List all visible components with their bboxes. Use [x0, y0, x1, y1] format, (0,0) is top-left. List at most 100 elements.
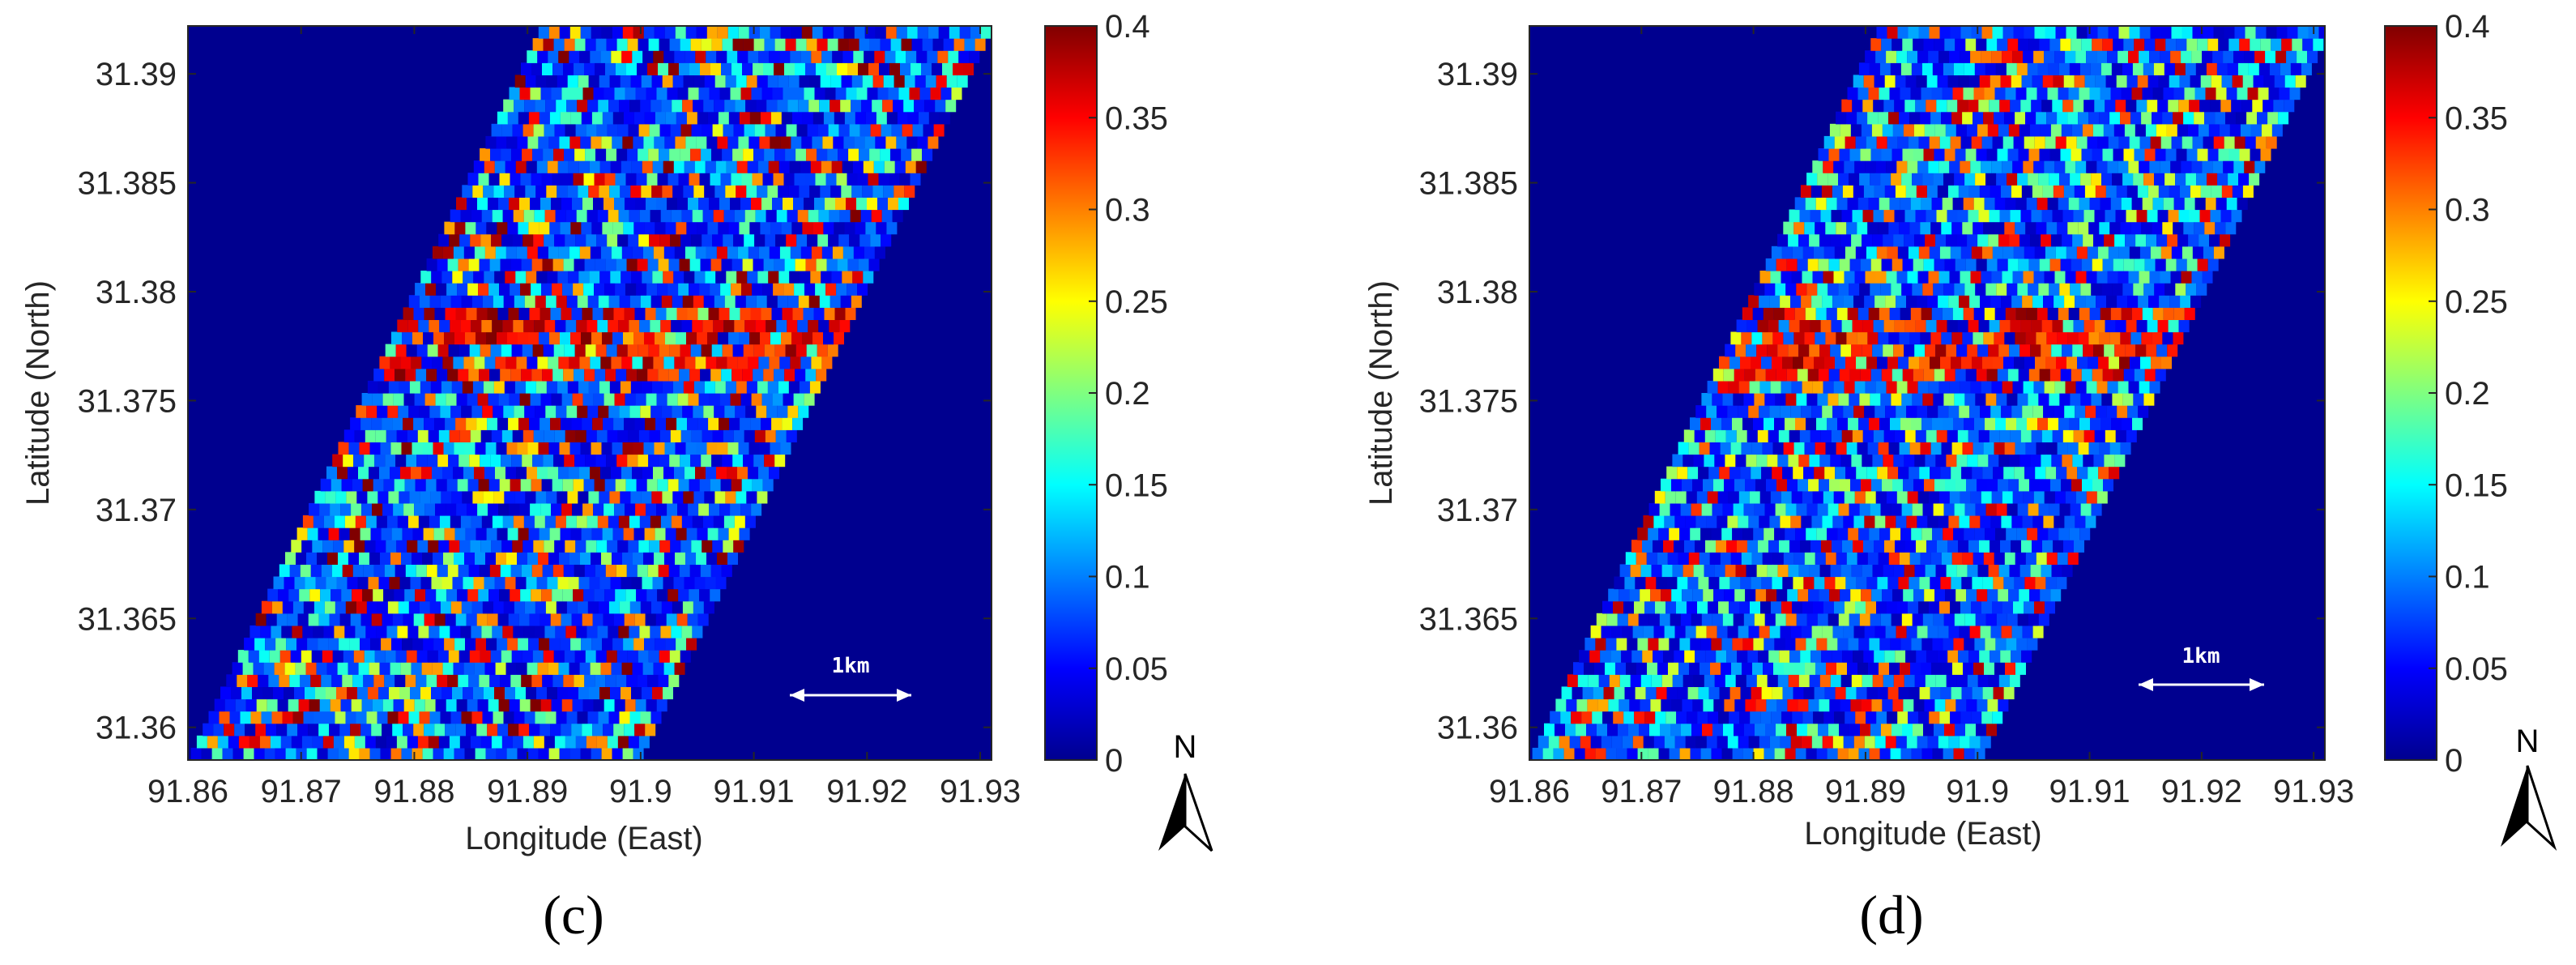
heatmap-cell: [637, 674, 648, 687]
heatmap-cell: [1889, 87, 1900, 100]
heatmap-cell: [527, 552, 538, 565]
heatmap-cell: [565, 735, 576, 749]
heatmap-cell: [492, 209, 503, 223]
heatmap-cell: [547, 686, 557, 700]
heatmap-cell: [2024, 600, 2034, 614]
heatmap-cell: [762, 283, 774, 296]
heatmap-cell: [1664, 515, 1675, 528]
heatmap-cell: [625, 173, 637, 186]
heatmap-cell: [577, 295, 588, 308]
heatmap-cell: [2045, 576, 2057, 590]
heatmap-cell: [710, 368, 722, 382]
heatmap-cell: [569, 135, 581, 149]
heatmap-cell: [561, 307, 572, 320]
heatmap-cell: [639, 319, 650, 333]
heatmap-cell: [1891, 283, 1902, 296]
heatmap-cell: [563, 564, 574, 578]
heatmap-cell: [569, 662, 580, 675]
heatmap-cell: [1713, 478, 1724, 492]
heatmap-cell: [527, 246, 538, 259]
heatmap-cell: [1917, 160, 1929, 173]
heatmap-cell: [1916, 540, 1926, 553]
scale-bar-label-c: 1km: [832, 654, 870, 678]
heatmap-cell: [1978, 429, 1990, 442]
y-tick-label: 31.365: [78, 601, 177, 637]
heatmap-cell: [539, 527, 550, 540]
heatmap-cell: [1850, 588, 1862, 602]
heatmap-cell: [798, 99, 809, 113]
heatmap-cell: [565, 429, 576, 442]
heatmap-cell: [613, 417, 625, 430]
heatmap-cell: [1971, 711, 1982, 724]
heatmap-cell: [339, 527, 350, 540]
heatmap-cell: [2059, 393, 2071, 406]
heatmap-cell: [658, 674, 669, 687]
heatmap-cell: [859, 38, 870, 51]
heatmap-cell: [2166, 123, 2177, 137]
heatmap-cell: [477, 197, 488, 211]
heatmap-cell: [510, 588, 521, 602]
heatmap-cell: [365, 429, 376, 442]
heatmap-cell: [852, 160, 864, 173]
heatmap-cell: [731, 283, 742, 296]
x-tick-label: 91.9: [609, 774, 672, 809]
heatmap-cell: [441, 576, 453, 590]
heatmap-cell: [727, 466, 737, 480]
heatmap-cell: [650, 515, 661, 528]
heatmap-cell: [1798, 564, 1810, 578]
heatmap-cell: [2032, 185, 2043, 198]
heatmap-cell: [734, 319, 745, 333]
heatmap-cell: [589, 271, 600, 284]
heatmap-cell: [1700, 638, 1712, 651]
heatmap-cell: [324, 600, 335, 614]
heatmap-cell: [778, 380, 789, 394]
heatmap-cell: [1942, 197, 1953, 211]
heatmap-cell: [407, 429, 418, 442]
heatmap-cell: [476, 417, 488, 430]
heatmap-cell: [2094, 209, 2105, 223]
heatmap-cell: [245, 698, 257, 712]
heatmap-cell: [1900, 197, 1911, 211]
heatmap-cell: [649, 540, 660, 553]
heatmap-cell: [456, 197, 467, 211]
heatmap-cell: [331, 674, 343, 687]
heatmap-cell: [1772, 552, 1784, 565]
heatmap-cell: [888, 87, 899, 100]
heatmap-cell: [584, 368, 595, 382]
heatmap-cell: [1730, 552, 1742, 565]
heatmap-cell: [1938, 515, 1949, 528]
heatmap-cell: [2219, 123, 2230, 137]
heatmap-cell: [2065, 380, 2076, 394]
heatmap-cell: [1744, 368, 1755, 382]
heatmap-cell: [471, 209, 482, 223]
heatmap-cell: [696, 135, 707, 149]
heatmap-cell: [1986, 368, 1998, 382]
heatmap-cell: [731, 62, 742, 75]
heatmap-cell: [1907, 271, 1918, 284]
heatmap-cell: [1827, 638, 1838, 651]
heatmap-cell: [719, 197, 730, 211]
heatmap-cell: [530, 87, 541, 100]
heatmap-cell: [2017, 173, 2028, 186]
heatmap-cell: [528, 331, 539, 345]
heatmap-cell: [2086, 380, 2097, 394]
heatmap-cell: [630, 380, 642, 394]
heatmap-cell: [424, 613, 435, 626]
heatmap-cell: [544, 319, 556, 333]
heatmap-cell: [1931, 87, 1943, 100]
heatmap-cell: [490, 344, 501, 357]
heatmap-cell: [1809, 344, 1820, 357]
heatmap-cell: [790, 356, 801, 369]
heatmap-cell: [2013, 135, 2024, 149]
heatmap-cell: [1537, 735, 1549, 749]
heatmap-cell: [1574, 747, 1585, 761]
heatmap-cell: [940, 87, 952, 100]
heatmap-cell: [717, 552, 727, 565]
heatmap-cell: [825, 173, 837, 186]
heatmap-cell: [306, 552, 317, 565]
heatmap-cell: [2255, 135, 2267, 149]
heatmap-cell: [601, 747, 612, 761]
heatmap-cell: [864, 246, 875, 259]
heatmap-cell: [1768, 650, 1780, 663]
heatmap-cell: [1917, 625, 1928, 638]
